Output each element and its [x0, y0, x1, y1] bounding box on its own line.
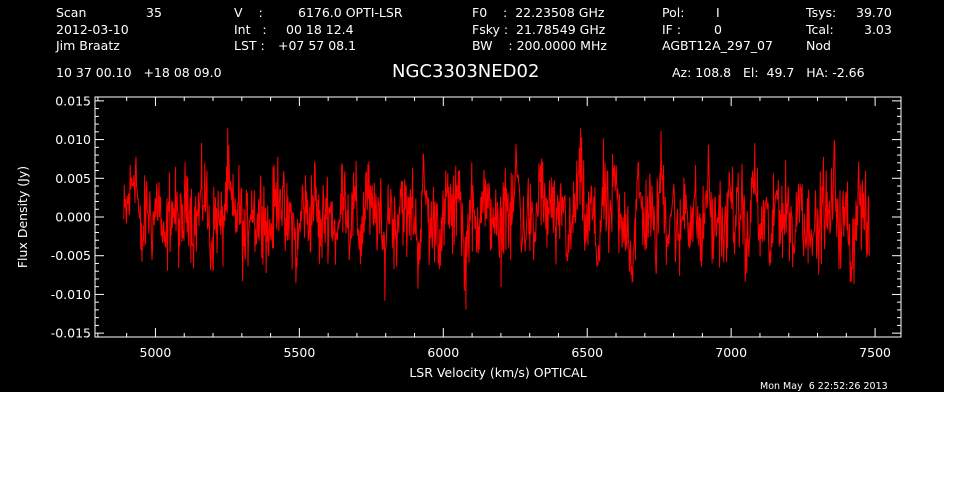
- tcal-value: 3.03: [864, 22, 892, 37]
- lst-label: LST :: [234, 38, 265, 53]
- x-tick-label: 5500: [283, 345, 315, 360]
- velocity-value: 6176.0 OPTI-LSR: [298, 5, 403, 20]
- x-tick-label: 7000: [715, 345, 747, 360]
- y-tick-label: -0.005: [51, 248, 91, 263]
- x-tick-label: 6000: [427, 345, 459, 360]
- integration-label: Int :: [234, 22, 267, 37]
- bandwidth: BW : 200.0000 MHz: [472, 38, 607, 53]
- lst-value: +07 57 08.1: [278, 38, 357, 53]
- plot-panel: Scan 35 2012-03-10 Jim Braatz V : 6176.0…: [0, 0, 944, 392]
- nod-label: Nod: [806, 38, 831, 53]
- x-tick-label: 7500: [859, 345, 891, 360]
- tsys-value: 39.70: [856, 5, 892, 20]
- y-tick-label: -0.015: [51, 326, 91, 341]
- y-axis-label: Flux Density (Jy): [15, 166, 30, 268]
- x-tick-label: 5000: [140, 345, 172, 360]
- project-id: AGBT12A_297_07: [662, 38, 773, 53]
- pol-value: I: [716, 5, 720, 20]
- coordinates: 10 37 00.10 +18 08 09.0: [56, 65, 222, 80]
- scan-number: 35: [146, 5, 162, 20]
- az-el-ha: Az: 108.8 El: 49.7 HA: -2.66: [672, 65, 865, 80]
- tsys-label: Tsys:: [806, 5, 837, 20]
- rest-frequency: F0 : 22.23508 GHz: [472, 5, 605, 20]
- pol-label: Pol:: [662, 5, 685, 20]
- velocity-label: V :: [234, 5, 263, 20]
- spectrum-trace: [123, 128, 870, 310]
- if-label: IF :: [662, 22, 682, 37]
- timestamp: Mon May 6 22:52:26 2013: [760, 381, 888, 392]
- date: 2012-03-10: [56, 22, 129, 37]
- if-value: 0: [714, 22, 722, 37]
- x-axis-label: LSR Velocity (km/s) OPTICAL: [409, 365, 586, 380]
- y-tick-label: 0.005: [55, 171, 91, 186]
- scan-label: Scan: [56, 5, 87, 20]
- spectrum-chart: 5000 5500 6000 6500 7000 7500 0.015 0.010 0.005 0…: [15, 93, 902, 380]
- integration-value: 00 18 12.4: [286, 22, 354, 37]
- y-tick-label: 0.015: [55, 93, 91, 108]
- sky-frequency: Fsky : 21.78549 GHz: [472, 22, 606, 37]
- tcal-label: Tcal:: [806, 22, 834, 37]
- y-tick-label: -0.010: [51, 287, 91, 302]
- y-tick-label: 0.010: [55, 132, 91, 147]
- source-name: NGC3303NED02: [392, 61, 540, 82]
- x-tick-label: 6500: [571, 345, 603, 360]
- y-tick-label: 0.000: [55, 210, 91, 225]
- observer: Jim Braatz: [56, 38, 120, 53]
